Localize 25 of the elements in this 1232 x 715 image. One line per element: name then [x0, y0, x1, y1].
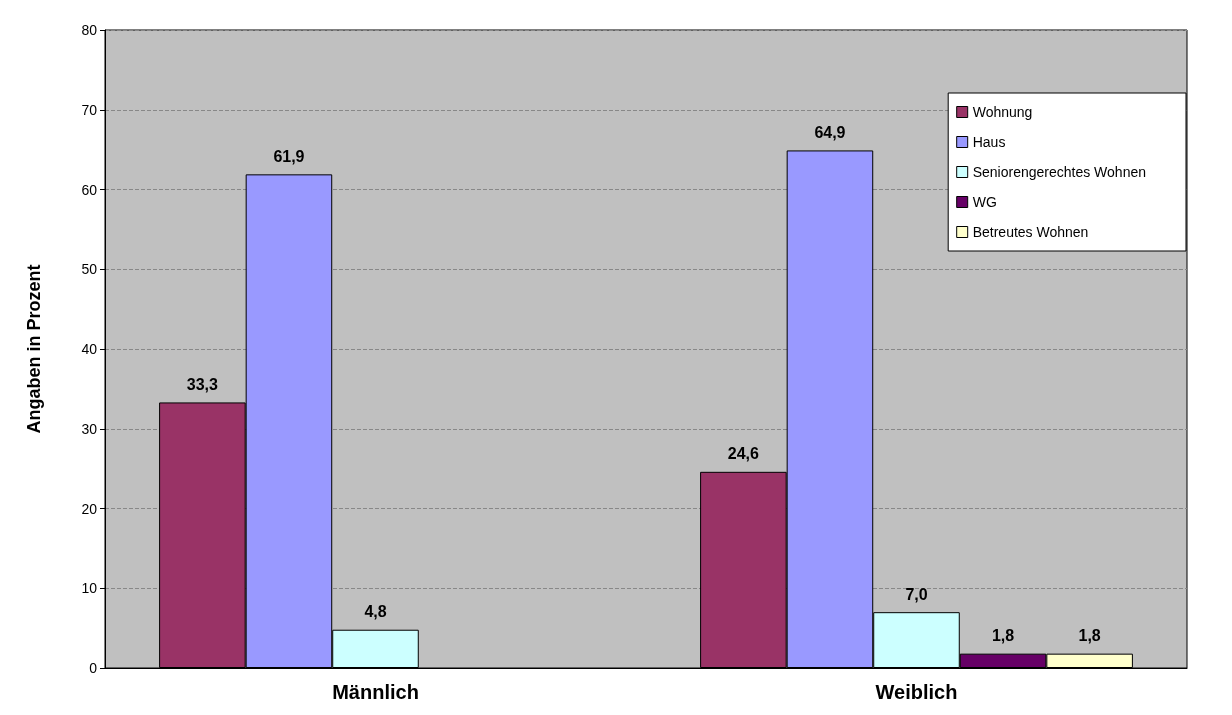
y-tick-label: 30	[81, 420, 98, 437]
x-tick-label: Weiblich	[875, 681, 958, 703]
data-label: 1,8	[1078, 627, 1101, 645]
legend-label: Betreutes Wohnen	[972, 224, 1089, 240]
y-tick-label: 50	[81, 261, 98, 278]
data-label: 1,8	[991, 627, 1015, 645]
legend-label: Haus	[972, 134, 1006, 150]
data-label: 33,3	[186, 375, 219, 393]
legend-label: Wohnung	[972, 104, 1033, 120]
y-tick-label: 0	[89, 660, 98, 676]
data-label: 64,9	[814, 123, 846, 141]
y-axis-title: Angaben in Prozent	[24, 264, 44, 434]
y-tick-label: 70	[81, 101, 98, 118]
data-label: 7,0	[905, 585, 928, 603]
legend-label: WG	[972, 194, 997, 210]
data-label: 24,6	[727, 445, 760, 463]
data-label: 61,9	[273, 147, 305, 165]
y-tick-label: 10	[81, 580, 98, 597]
y-tick-label: 60	[81, 181, 98, 198]
x-tick-label: Männlich	[332, 681, 419, 703]
y-tick-label: 40	[81, 341, 98, 357]
y-tick-label: 80	[81, 22, 98, 38]
y-tick-label: 20	[81, 500, 98, 517]
legend-label: Seniorengerechtes Wohnen	[972, 164, 1147, 180]
data-label: 4,8	[364, 603, 387, 621]
